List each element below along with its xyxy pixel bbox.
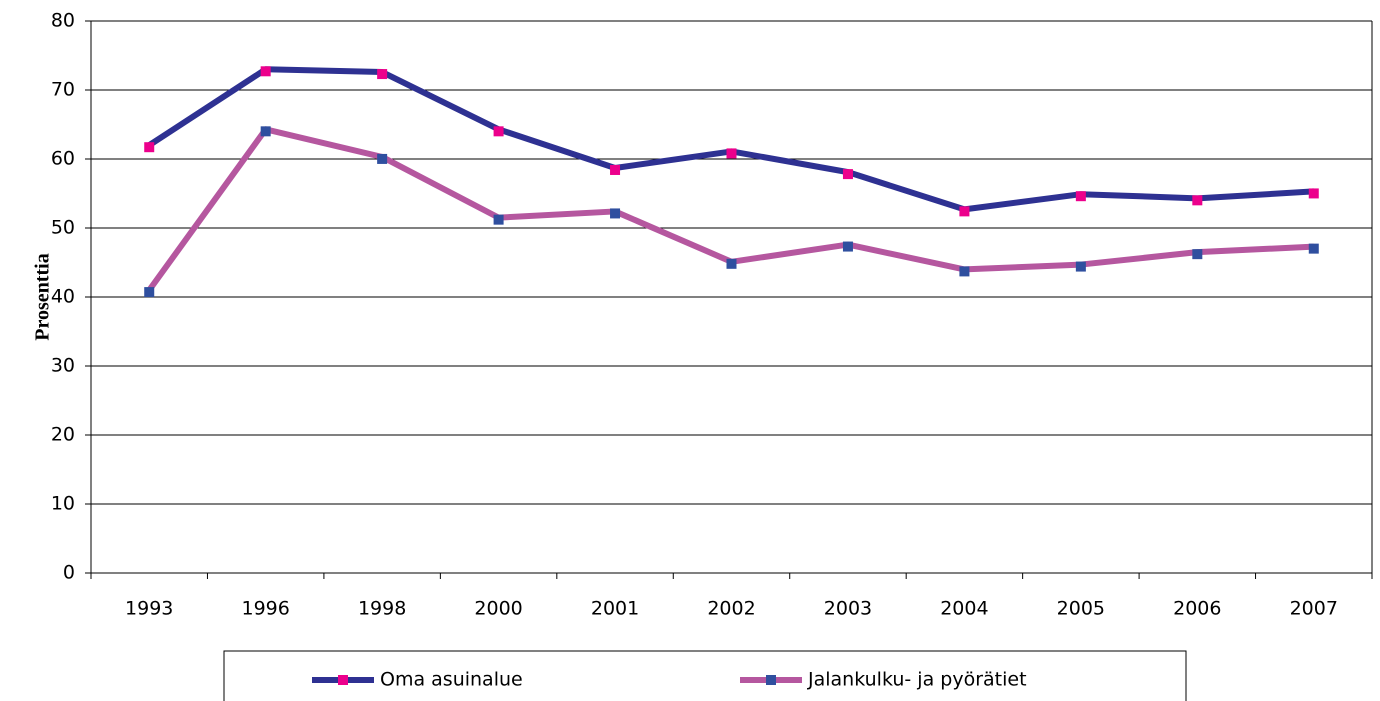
y-tick-label: 10 [51, 493, 75, 515]
marker [377, 69, 388, 80]
marker [260, 126, 271, 137]
marker [1192, 195, 1203, 206]
marker [144, 142, 155, 153]
x-tick-label: 2003 [824, 598, 872, 620]
marker [1075, 191, 1086, 202]
x-tick-label: 1996 [242, 598, 290, 620]
y-tick-label: 50 [51, 217, 75, 239]
legend-label: Oma asuinalue [380, 669, 523, 691]
y-tick-label: 30 [51, 355, 75, 377]
x-tick-label: 2007 [1290, 598, 1338, 620]
marker [959, 206, 970, 217]
marker [842, 169, 853, 180]
x-tick-label: 2002 [707, 598, 755, 620]
marker [377, 153, 388, 164]
legend-marker [766, 675, 776, 685]
marker [1308, 188, 1319, 199]
marker [610, 208, 621, 219]
x-tick-label: 1993 [125, 598, 173, 620]
marker [493, 214, 504, 225]
y-tick-label: 20 [51, 424, 75, 446]
marker [493, 126, 504, 137]
x-tick-label: 2000 [474, 598, 522, 620]
marker [1308, 243, 1319, 254]
legend-box [223, 650, 1187, 701]
x-tick-label: 2001 [591, 598, 639, 620]
marker [1075, 261, 1086, 272]
legend-label: Jalankulku- ja pyörätiet [807, 669, 1027, 691]
marker [842, 241, 853, 252]
marker [726, 148, 737, 159]
marker [1192, 249, 1203, 260]
y-tick-label: 60 [51, 148, 75, 170]
marker [726, 258, 737, 269]
y-axis-label: Prosenttia [32, 253, 54, 340]
x-tick-label: 2006 [1173, 598, 1221, 620]
y-tick-label: 40 [51, 286, 75, 308]
x-tick-label: 2004 [940, 598, 988, 620]
marker [144, 287, 155, 298]
marker [260, 66, 271, 77]
y-tick-label: 80 [51, 10, 75, 32]
marker [610, 164, 621, 175]
marker [959, 266, 970, 277]
x-tick-label: 2005 [1057, 598, 1105, 620]
x-tick-label: 1998 [358, 598, 406, 620]
y-tick-label: 70 [51, 79, 75, 101]
legend-marker [338, 675, 348, 685]
y-tick-label: 0 [63, 562, 75, 584]
